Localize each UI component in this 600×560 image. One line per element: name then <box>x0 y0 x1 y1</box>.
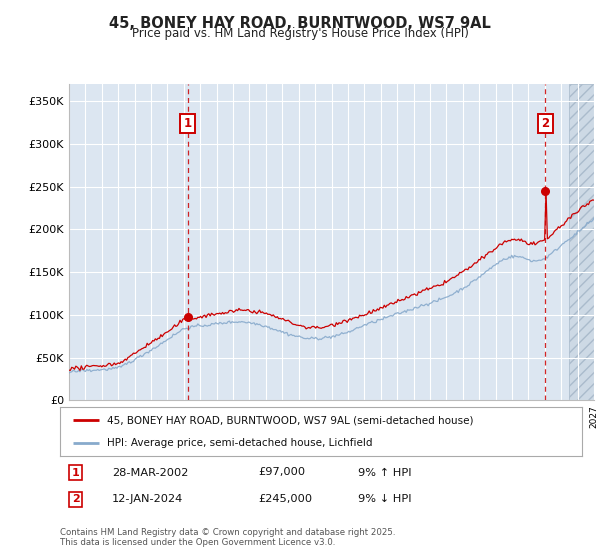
Text: £97,000: £97,000 <box>259 468 305 478</box>
Text: HPI: Average price, semi-detached house, Lichfield: HPI: Average price, semi-detached house,… <box>107 438 373 448</box>
Text: 1: 1 <box>184 117 192 130</box>
Text: 9% ↑ HPI: 9% ↑ HPI <box>358 468 411 478</box>
Text: Price paid vs. HM Land Registry's House Price Index (HPI): Price paid vs. HM Land Registry's House … <box>131 27 469 40</box>
Text: 2: 2 <box>541 117 550 130</box>
Text: 2: 2 <box>72 494 80 504</box>
Text: 9% ↓ HPI: 9% ↓ HPI <box>358 494 411 504</box>
Bar <box>569 84 594 400</box>
Text: 1: 1 <box>72 468 80 478</box>
Text: Contains HM Land Registry data © Crown copyright and database right 2025.
This d: Contains HM Land Registry data © Crown c… <box>60 528 395 547</box>
Text: 45, BONEY HAY ROAD, BURNTWOOD, WS7 9AL: 45, BONEY HAY ROAD, BURNTWOOD, WS7 9AL <box>109 16 491 31</box>
Bar <box>569 84 594 400</box>
Text: 28-MAR-2002: 28-MAR-2002 <box>112 468 188 478</box>
Text: 12-JAN-2024: 12-JAN-2024 <box>112 494 184 504</box>
Text: 45, BONEY HAY ROAD, BURNTWOOD, WS7 9AL (semi-detached house): 45, BONEY HAY ROAD, BURNTWOOD, WS7 9AL (… <box>107 416 473 426</box>
Text: £245,000: £245,000 <box>259 494 313 504</box>
